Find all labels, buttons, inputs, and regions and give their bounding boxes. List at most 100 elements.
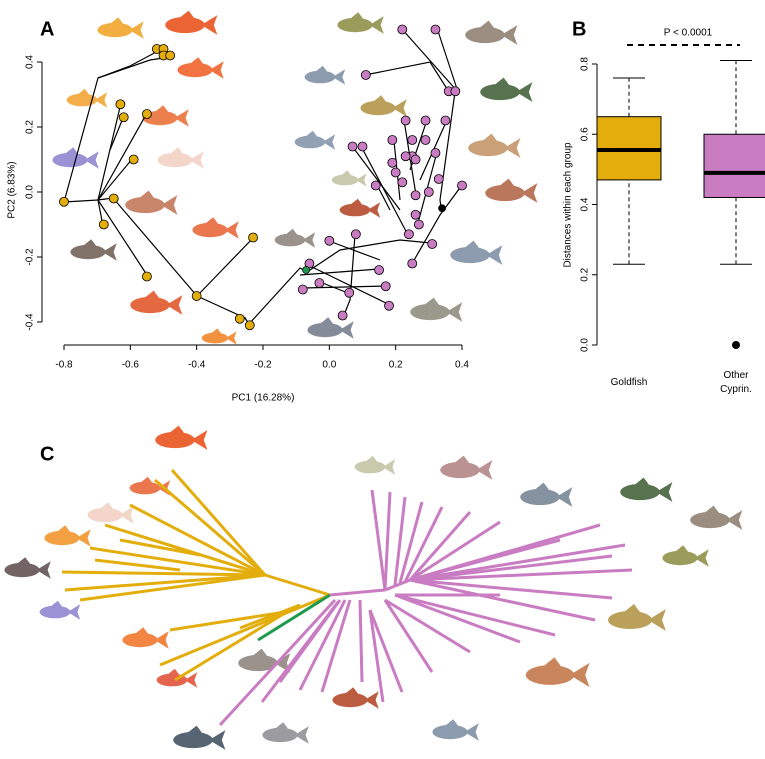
y-tick-label: -0.2 (25, 248, 36, 266)
pca-tree (63, 27, 463, 325)
fish-photo (520, 482, 573, 507)
fish-photo (360, 95, 407, 117)
tree-other (218, 489, 633, 727)
x-tick-label: -0.8 (55, 360, 73, 371)
point (165, 50, 176, 61)
point (384, 300, 394, 311)
x-tick-label: Goldfish (610, 377, 648, 388)
point (59, 196, 69, 207)
point (430, 148, 441, 158)
point (433, 174, 444, 184)
y-tick-label: 0.8 (580, 57, 591, 71)
fish-photo (525, 657, 590, 688)
box (703, 133, 765, 198)
y-tick-label: 0.2 (25, 120, 36, 134)
point (302, 266, 311, 274)
fish-photo (332, 687, 379, 709)
x-tick-label: 0.2 (389, 360, 403, 371)
fish-photo (192, 217, 239, 239)
point (420, 115, 431, 126)
point (404, 229, 414, 240)
y-tick-label: 0.4 (25, 55, 36, 69)
x-axis-label: PC1 (16.28%) (232, 393, 295, 404)
fish-photo (130, 290, 183, 315)
fish-photo (165, 10, 218, 35)
x-tick-label: -0.6 (122, 360, 140, 371)
fish-photo (122, 627, 169, 649)
fish-photo (608, 604, 666, 631)
fish-photo (480, 77, 533, 102)
fish-photo (337, 12, 384, 34)
point (427, 239, 438, 249)
fish-photo (485, 178, 538, 203)
point (420, 135, 431, 145)
point (350, 229, 361, 240)
fish-photo (307, 317, 354, 339)
y-axis-label: PC2 (6.83%) (7, 161, 18, 218)
panel-label: C (40, 443, 54, 465)
fish-photo (432, 719, 479, 741)
point (98, 219, 109, 230)
fish-photo (157, 147, 204, 169)
point (413, 219, 424, 230)
point (410, 154, 421, 165)
point (347, 141, 358, 152)
point (457, 180, 467, 191)
y-tick-label: -0.4 (25, 313, 36, 331)
point (344, 287, 355, 298)
fish-photo (238, 648, 291, 673)
point (397, 24, 408, 35)
fish-photo (662, 545, 709, 567)
x-tick-label: Other Cyprin. (720, 370, 752, 395)
y-tick-label: 0.0 (580, 338, 591, 352)
x-tick-label: -0.2 (254, 360, 272, 371)
point (142, 109, 152, 119)
x-tick-label: 0.4 (455, 360, 469, 371)
point (390, 167, 401, 178)
point (115, 99, 126, 110)
fish-photo (690, 505, 743, 530)
fish-photo (468, 133, 521, 158)
x-tick-label: 0.0 (322, 360, 336, 371)
fish-photo (173, 725, 226, 750)
point (410, 190, 421, 201)
point (410, 209, 421, 220)
point (370, 180, 381, 191)
tree-outgroup (257, 593, 331, 642)
point (407, 258, 418, 269)
point (397, 177, 408, 188)
point (234, 313, 245, 324)
point (357, 141, 368, 152)
point (314, 278, 325, 288)
outlier (732, 341, 740, 349)
fish-photo (201, 328, 237, 345)
fish-photo (339, 198, 381, 218)
fish-photo (262, 722, 309, 744)
x-tick-label: -0.4 (188, 360, 206, 371)
point (108, 193, 119, 204)
point (423, 187, 434, 197)
y-tick-label: 0.6 (580, 127, 591, 141)
panel-label: A (40, 18, 54, 40)
point (387, 135, 398, 145)
point (244, 320, 255, 331)
y-tick-label: 0.4 (580, 197, 591, 211)
fish-photo (87, 502, 134, 524)
fish-photo (620, 477, 673, 502)
fish-photo (331, 170, 367, 187)
fish-photo (410, 297, 463, 322)
point (400, 151, 411, 162)
point (118, 112, 129, 123)
fish-photo (274, 228, 316, 248)
y-tick-label: 0.2 (580, 267, 591, 281)
point (430, 24, 441, 35)
fish-photo (97, 17, 144, 39)
point (440, 115, 451, 126)
point (400, 115, 411, 126)
point (360, 70, 371, 80)
fish-photo (450, 240, 503, 265)
point (248, 232, 258, 243)
fish-photo (66, 88, 108, 108)
fish-photo (177, 57, 224, 79)
